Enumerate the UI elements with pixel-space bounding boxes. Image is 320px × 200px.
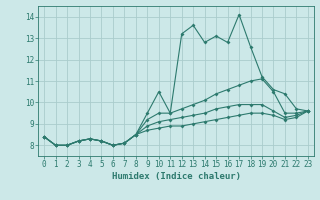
X-axis label: Humidex (Indice chaleur): Humidex (Indice chaleur) bbox=[111, 172, 241, 181]
